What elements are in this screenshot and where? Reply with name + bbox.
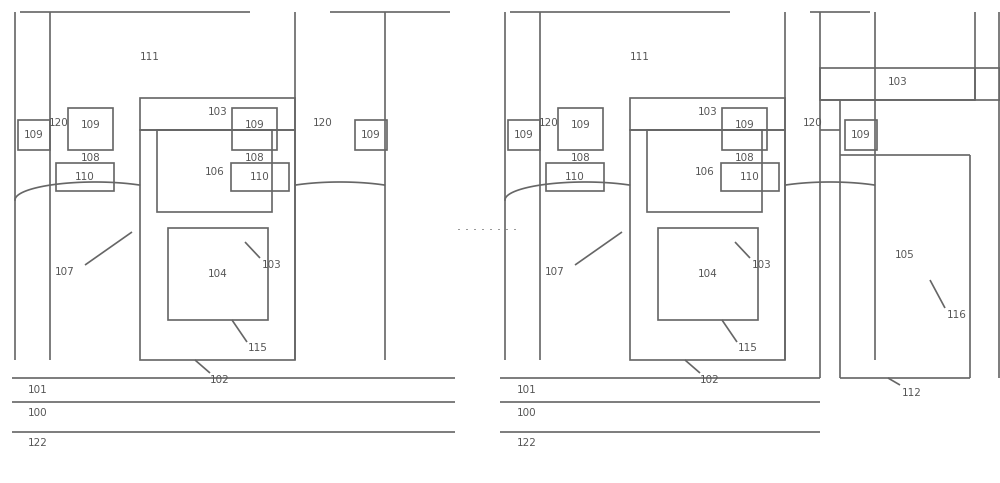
Text: 122: 122 — [28, 438, 48, 448]
Bar — [546, 163, 604, 191]
Text: 109: 109 — [735, 120, 755, 130]
Text: 104: 104 — [208, 269, 228, 279]
Text: 110: 110 — [565, 172, 585, 182]
Text: 120: 120 — [49, 118, 69, 128]
Text: 101: 101 — [517, 385, 537, 395]
Text: 110: 110 — [75, 172, 95, 182]
Text: 109: 109 — [245, 120, 265, 130]
Text: 107: 107 — [545, 267, 565, 277]
Bar — [975, 68, 1000, 100]
Text: 103: 103 — [262, 260, 282, 270]
Text: 100: 100 — [28, 408, 48, 418]
Bar — [508, 120, 540, 150]
Bar — [168, 228, 268, 320]
Text: 120: 120 — [539, 118, 559, 128]
Text: 108: 108 — [735, 153, 755, 163]
Bar — [157, 130, 272, 212]
Bar — [722, 108, 767, 150]
Bar — [231, 163, 289, 191]
Text: 111: 111 — [630, 52, 650, 62]
Text: 108: 108 — [81, 153, 101, 163]
Bar — [658, 228, 758, 320]
Text: 116: 116 — [947, 310, 967, 320]
Text: 111: 111 — [140, 52, 160, 62]
Bar — [630, 98, 785, 130]
Text: 103: 103 — [888, 77, 908, 87]
Bar — [647, 130, 762, 212]
Bar — [140, 130, 295, 360]
Text: 110: 110 — [250, 172, 270, 182]
Bar — [721, 163, 779, 191]
Text: 122: 122 — [517, 438, 537, 448]
Text: 110: 110 — [740, 172, 760, 182]
Text: 103: 103 — [698, 107, 718, 117]
Text: 103: 103 — [752, 260, 772, 270]
Text: 102: 102 — [210, 375, 230, 385]
Text: 120: 120 — [313, 118, 333, 128]
Bar — [140, 98, 295, 130]
Text: 120: 120 — [803, 118, 823, 128]
Text: 115: 115 — [248, 343, 268, 353]
Text: 106: 106 — [695, 167, 715, 177]
Text: 108: 108 — [571, 153, 591, 163]
Bar — [68, 108, 113, 150]
Text: 109: 109 — [81, 120, 101, 130]
Text: 104: 104 — [698, 269, 718, 279]
Text: 109: 109 — [571, 120, 591, 130]
Bar — [56, 163, 114, 191]
Text: 109: 109 — [514, 130, 534, 140]
Text: 112: 112 — [902, 388, 922, 398]
Text: 108: 108 — [245, 153, 265, 163]
Bar — [355, 120, 387, 150]
Bar — [630, 130, 785, 360]
Text: 109: 109 — [24, 130, 44, 140]
Text: 105: 105 — [895, 250, 915, 260]
Bar — [558, 108, 603, 150]
Text: 100: 100 — [517, 408, 537, 418]
Text: 115: 115 — [738, 343, 758, 353]
Text: 109: 109 — [851, 130, 871, 140]
Text: 103: 103 — [208, 107, 228, 117]
Text: 109: 109 — [361, 130, 381, 140]
Bar — [845, 120, 877, 150]
Text: 102: 102 — [700, 375, 720, 385]
Bar — [820, 68, 975, 100]
Text: 106: 106 — [205, 167, 225, 177]
Text: 101: 101 — [28, 385, 48, 395]
Text: 107: 107 — [55, 267, 75, 277]
Text: · · · · · · · ·: · · · · · · · · — [457, 224, 517, 237]
Bar — [232, 108, 277, 150]
Bar — [18, 120, 50, 150]
